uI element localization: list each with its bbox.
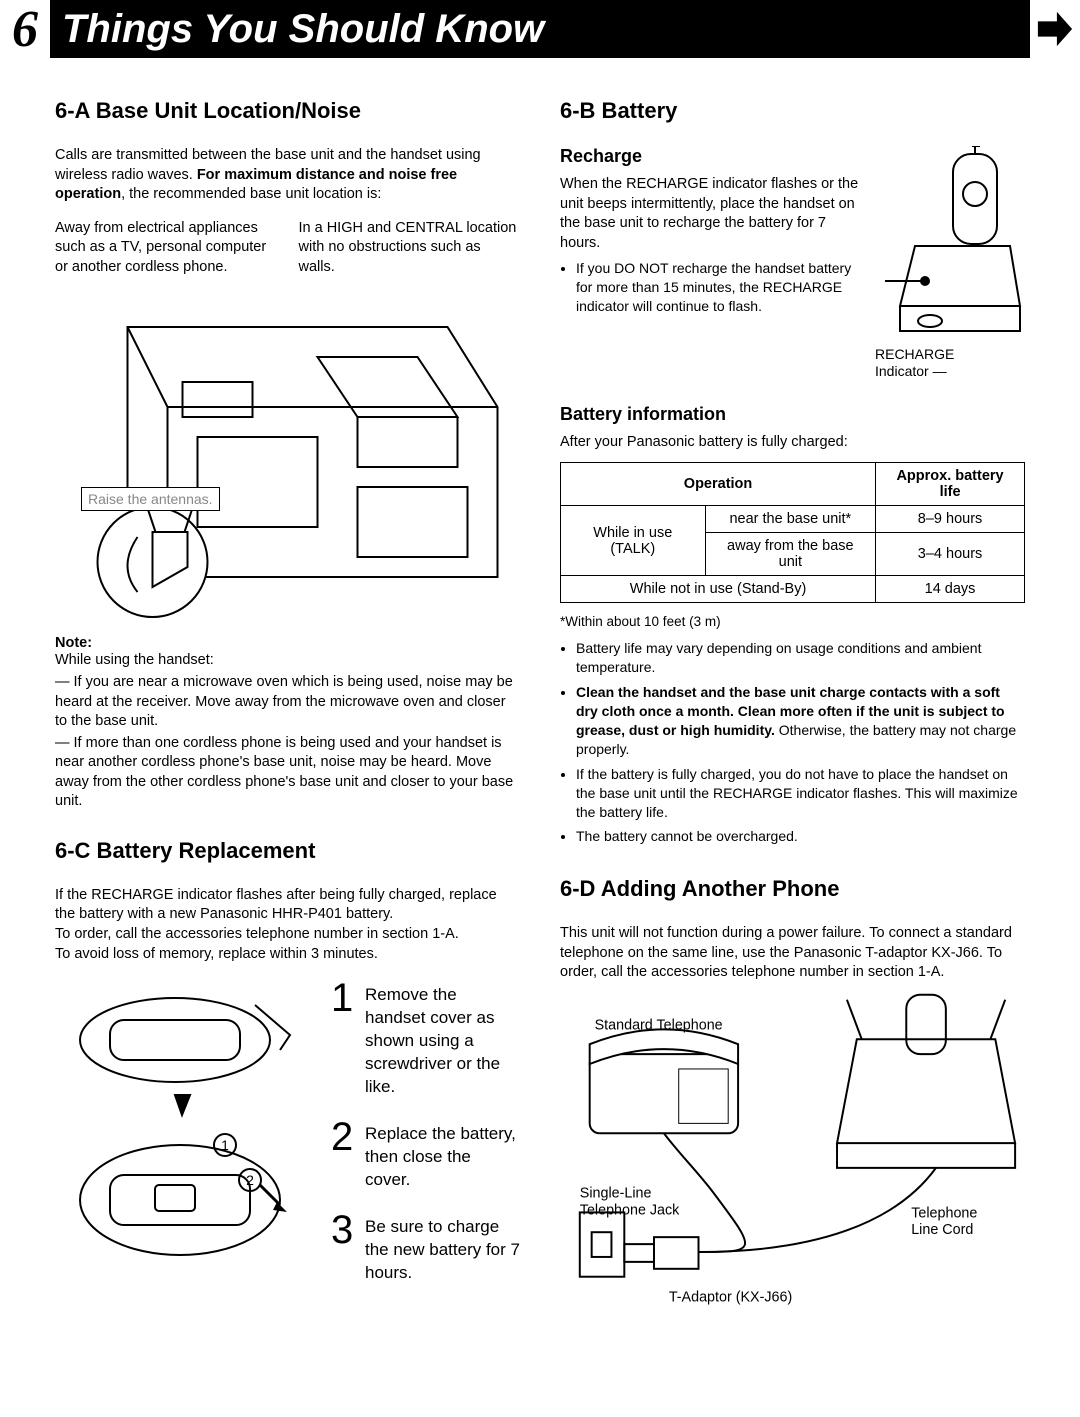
step-text: Replace the battery, then close the cove… bbox=[365, 1119, 520, 1192]
section-6c-heading: 6-C Battery Replacement bbox=[55, 838, 520, 864]
battery-life-table: Operation Approx. battery life While in … bbox=[560, 462, 1025, 603]
svg-text:2: 2 bbox=[246, 1172, 254, 1188]
next-page-arrow-icon bbox=[1030, 0, 1080, 58]
label-adaptor: T-Adaptor (KX-J66) bbox=[669, 1289, 792, 1305]
table-header-operation: Operation bbox=[561, 463, 876, 506]
table-cell: near the base unit* bbox=[705, 506, 876, 533]
left-column: 6-A Base Unit Location/Noise Calls are t… bbox=[55, 98, 520, 1323]
note-item: If you are near a microwave oven which i… bbox=[55, 673, 520, 732]
section-6d-heading: 6-D Adding Another Phone bbox=[560, 876, 1025, 902]
replacement-steps: 1 Remove the handset cover as shown usin… bbox=[331, 980, 520, 1304]
raise-antennas-callout: Raise the antennas. bbox=[81, 487, 220, 511]
indicator-label-line1: RECHARGE bbox=[875, 346, 954, 362]
note-lead: While using the handset: bbox=[55, 651, 520, 671]
list-item: If the battery is fully charged, you do … bbox=[576, 765, 1025, 822]
t-adaptor-illustration: Standard Telephone Single-Line Telephone… bbox=[560, 993, 1025, 1323]
table-header-life: Approx. battery life bbox=[876, 463, 1025, 506]
table-cell: 8–9 hours bbox=[876, 506, 1025, 533]
table-cell: 3–4 hours bbox=[876, 533, 1025, 576]
recharge-text: When the RECHARGE indicator flashes or t… bbox=[560, 175, 865, 253]
table-footnote: *Within about 10 feet (3 m) bbox=[560, 613, 1025, 631]
right-column: 6-B Battery Recharge When the RECHARGE i… bbox=[560, 98, 1025, 1323]
page-header: 6 Things You Should Know bbox=[0, 0, 1080, 58]
svg-text:1: 1 bbox=[221, 1137, 229, 1153]
battery-info-subheading: Battery information bbox=[560, 404, 1025, 425]
label-jack-line2: Telephone Jack bbox=[580, 1202, 680, 1218]
indicator-label-line2: Indicator bbox=[875, 363, 929, 379]
room-illustration: Raise the antennas. bbox=[55, 287, 520, 627]
tip-high-central: In a HIGH and CENTRAL location with no o… bbox=[299, 219, 521, 278]
table-cell: While in use (TALK) bbox=[561, 506, 706, 576]
base-unit-illustration bbox=[875, 146, 1025, 346]
location-tips: Away from electrical appliances such as … bbox=[55, 219, 520, 278]
step-text: Be sure to charge the new battery for 7 … bbox=[365, 1212, 520, 1285]
intro-text-2: , the recommended base unit location is: bbox=[121, 186, 381, 202]
section-6a-note: Note: While using the handset: If you ar… bbox=[55, 635, 520, 812]
label-linecord-line2: Line Cord bbox=[911, 1222, 973, 1238]
step-number: 1 bbox=[331, 980, 357, 1099]
battery-info-bullets: Battery life may vary depending on usage… bbox=[560, 639, 1025, 846]
label-standard-telephone: Standard Telephone bbox=[595, 1017, 723, 1033]
section-6a-heading: 6-A Base Unit Location/Noise bbox=[55, 98, 520, 124]
recharge-bullet: If you DO NOT recharge the handset batte… bbox=[576, 259, 865, 316]
page-number: 6 bbox=[0, 0, 50, 58]
label-linecord-line1: Telephone bbox=[911, 1205, 977, 1221]
table-cell: 14 days bbox=[876, 576, 1025, 603]
list-item: Clean the handset and the base unit char… bbox=[576, 683, 1025, 759]
step-number: 2 bbox=[331, 1119, 357, 1192]
recharge-subheading: Recharge bbox=[560, 146, 865, 167]
label-jack-line1: Single-Line bbox=[580, 1186, 652, 1202]
list-item: The battery cannot be overcharged. bbox=[576, 827, 1025, 846]
section-6b-heading: 6-B Battery bbox=[560, 98, 1025, 124]
battery-info-lead: After your Panasonic battery is fully ch… bbox=[560, 433, 1025, 453]
table-cell: While not in use (Stand-By) bbox=[561, 576, 876, 603]
tip-away-from: Away from electrical appliances such as … bbox=[55, 219, 277, 278]
page-title: Things You Should Know bbox=[62, 7, 544, 52]
note-item: If more than one cordless phone is being… bbox=[55, 734, 520, 812]
recharge-indicator-label: RECHARGE Indicator — bbox=[875, 346, 1025, 380]
section-6c-text: If the RECHARGE indicator flashes after … bbox=[55, 886, 520, 964]
section-6a-intro: Calls are transmitted between the base u… bbox=[55, 146, 520, 205]
step-number: 3 bbox=[331, 1212, 357, 1285]
note-label: Note: bbox=[55, 635, 520, 651]
battery-replace-illustration: 1 2 bbox=[55, 980, 315, 1290]
table-cell: away from the base unit bbox=[705, 533, 876, 576]
section-6d-text: This unit will not function during a pow… bbox=[560, 924, 1025, 983]
step-1: 1 Remove the handset cover as shown usin… bbox=[331, 980, 520, 1099]
list-item: Battery life may vary depending on usage… bbox=[576, 639, 1025, 677]
step-text: Remove the handset cover as shown using … bbox=[365, 980, 520, 1099]
step-2: 2 Replace the battery, then close the co… bbox=[331, 1119, 520, 1192]
step-3: 3 Be sure to charge the new battery for … bbox=[331, 1212, 520, 1285]
